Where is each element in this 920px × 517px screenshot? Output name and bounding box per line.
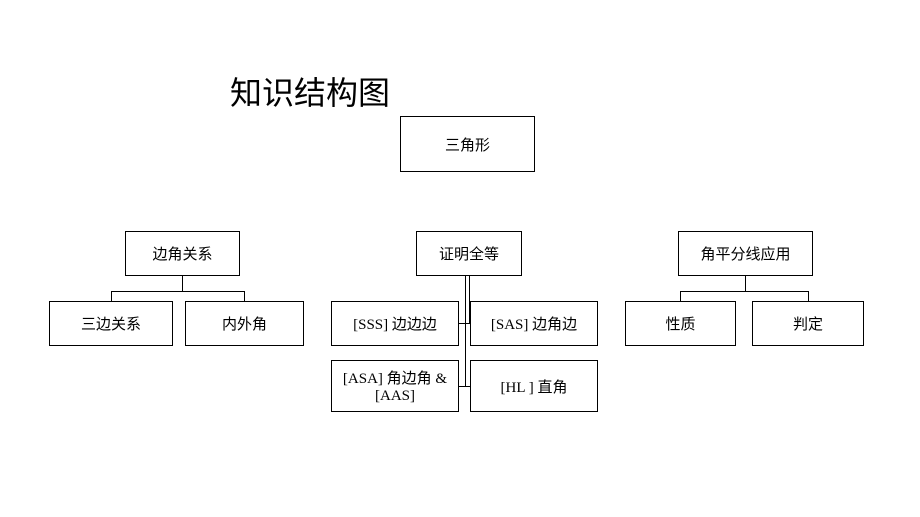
connector-h xyxy=(470,386,471,387)
node-root: 三角形 xyxy=(400,116,535,172)
connector-v xyxy=(244,291,245,302)
node-b3c1: 性质 xyxy=(625,301,736,346)
node-b2: 证明全等 xyxy=(416,231,522,276)
connector-v xyxy=(745,276,746,292)
connector-v xyxy=(469,276,470,324)
connector-h xyxy=(680,291,809,292)
node-b3c2: 判定 xyxy=(752,301,864,346)
node-b1c1: 三边关系 xyxy=(49,301,173,346)
node-b2c2: [SAS] 边角边 xyxy=(470,301,598,346)
diagram-title: 知识结构图 xyxy=(230,68,390,114)
connector-h xyxy=(459,386,460,387)
connector-v xyxy=(182,276,183,292)
connector-h xyxy=(470,323,471,324)
connector-h xyxy=(111,291,245,292)
node-b1: 边角关系 xyxy=(125,231,240,276)
node-b3: 角平分线应用 xyxy=(678,231,813,276)
connector-v xyxy=(465,276,466,387)
node-b1c2: 内外角 xyxy=(185,301,304,346)
connector-v xyxy=(808,291,809,302)
node-b2c1: [SSS] 边边边 xyxy=(331,301,459,346)
node-b2c3: [ASA] 角边角 &[AAS] xyxy=(331,360,459,412)
node-b2c4: [HL ] 直角 xyxy=(470,360,598,412)
connector-v xyxy=(111,291,112,302)
connector-h xyxy=(459,323,460,324)
connector-v xyxy=(680,291,681,302)
